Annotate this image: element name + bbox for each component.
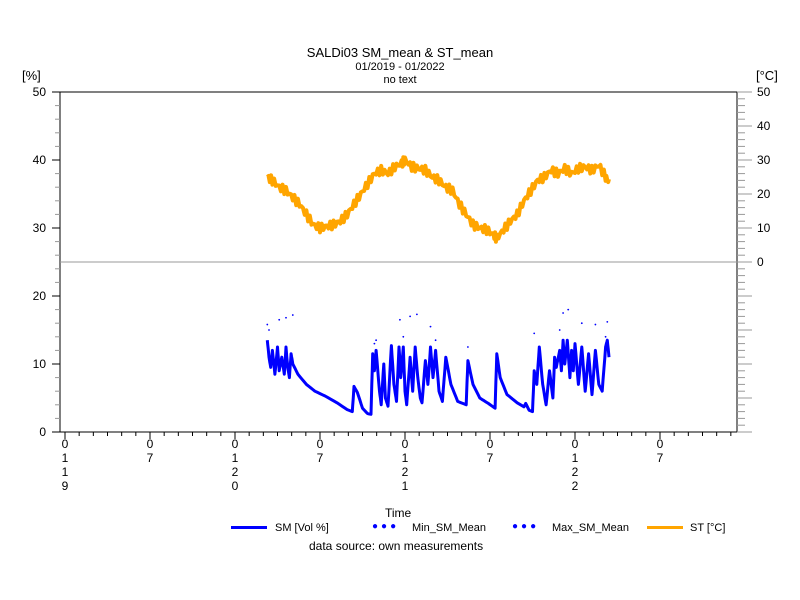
x-tick-label: 1	[572, 451, 579, 465]
right-axis-unit: [°C]	[756, 68, 778, 83]
right-tick-label: 20	[757, 187, 771, 201]
data-point	[375, 339, 377, 342]
x-tick-label: 1	[402, 479, 409, 493]
x-tick-label: 1	[402, 451, 409, 465]
x-tick-label: 7	[657, 451, 664, 465]
x-tick-label: 0	[62, 437, 69, 451]
x-tick-label: 0	[487, 437, 494, 451]
data-point	[594, 323, 597, 326]
data-point	[373, 342, 376, 345]
x-tick-label: 2	[572, 465, 579, 479]
data-point	[416, 313, 418, 316]
x-tick-label: 0	[572, 437, 579, 451]
x-tick-label: 9	[62, 479, 69, 493]
data-point	[562, 312, 564, 314]
left-tick-label: 40	[33, 153, 47, 167]
data-point	[429, 325, 432, 328]
legend-min-swatch: ●●●	[372, 521, 400, 532]
series-line	[265, 338, 611, 416]
legend-st-label: ST [°C]	[690, 522, 726, 534]
left-tick-label: 50	[33, 85, 47, 99]
x-tick-label: 7	[487, 451, 494, 465]
x-tick-label: 0	[657, 437, 664, 451]
x-tick-label: 0	[147, 437, 154, 451]
chart-subtitle: 01/2019 - 01/2022	[355, 61, 445, 73]
x-tick-label: 7	[147, 451, 154, 465]
data-point	[399, 318, 401, 321]
series-line	[266, 155, 611, 244]
left-axis-unit: [%]	[22, 68, 41, 83]
data-point	[278, 318, 281, 321]
x-tick-label: 1	[232, 451, 239, 465]
data-point	[467, 346, 469, 348]
left-tick-label: 30	[33, 221, 47, 235]
data-point	[606, 320, 609, 323]
x-tick-label: 0	[232, 479, 239, 493]
data-point	[268, 329, 270, 331]
legend-max-label: Max_SM_Mean	[552, 522, 630, 534]
x-tick-label: 1	[62, 451, 69, 465]
x-tick-label: 1	[62, 465, 69, 479]
right-tick-label: 50	[757, 85, 771, 99]
left-tick-label: 10	[33, 357, 47, 371]
right-tick-label: 40	[757, 119, 771, 133]
x-tick-label: 0	[402, 437, 409, 451]
data-point	[558, 329, 561, 331]
data-point	[291, 314, 294, 316]
chart-title: SALDi03 SM_mean & ST_mean	[306, 45, 494, 60]
right-tick-label: 30	[757, 153, 771, 167]
left-tick-label: 20	[33, 289, 47, 303]
data-point	[285, 316, 287, 319]
x-tick-label: 2	[402, 465, 409, 479]
x-tick-label: 7	[317, 451, 324, 465]
data-source: data source: own measurements	[309, 539, 484, 553]
right-tick-label: 0	[757, 255, 764, 269]
data-point	[266, 323, 269, 326]
data-point	[580, 322, 583, 325]
right-tick-label: 10	[757, 221, 771, 235]
legend-max-swatch: ●●●	[512, 521, 540, 532]
data-point	[409, 315, 411, 318]
data-point	[604, 335, 607, 338]
legend-sm-swatch	[231, 526, 267, 529]
data-point	[533, 332, 536, 335]
x-tick-label: 0	[232, 437, 239, 451]
chart-subtitle-2: no text	[383, 74, 417, 86]
x-tick-label: 2	[232, 465, 239, 479]
data-point	[402, 335, 405, 338]
data-point	[434, 339, 437, 342]
legend-sm-label: SM [Vol %]	[275, 522, 329, 534]
x-axis-label: Time	[385, 506, 412, 520]
x-tick-label: 2	[572, 479, 579, 493]
legend-st-swatch	[647, 526, 683, 529]
left-tick-label: 0	[39, 425, 46, 439]
x-tick-label: 0	[317, 437, 324, 451]
data-point	[567, 308, 570, 311]
legend-min-label: Min_SM_Mean	[412, 522, 486, 534]
